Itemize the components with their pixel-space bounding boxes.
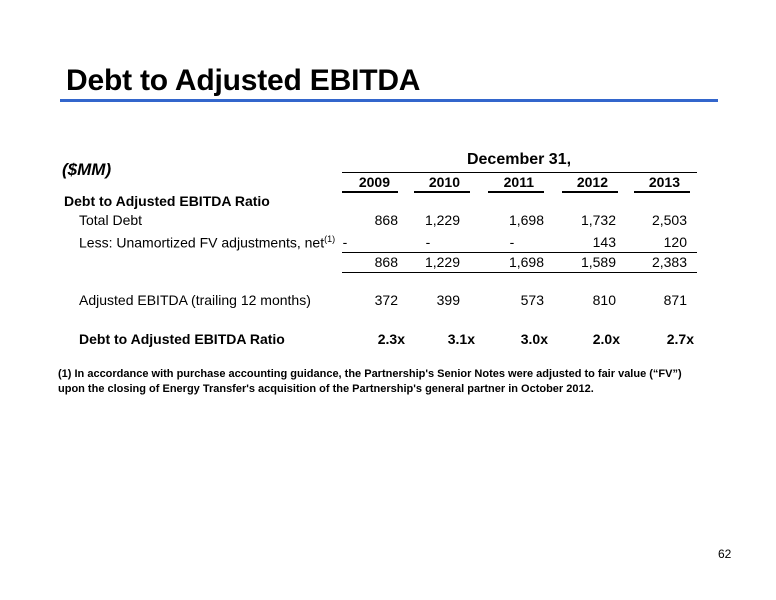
subtotal-2010: 1,229	[424, 254, 460, 270]
total-debt-2009: 868	[374, 212, 398, 228]
year-header-2011: 2011	[503, 174, 534, 190]
total-debt-2012: 1,732	[580, 212, 616, 228]
fv-adjustment-2009: -	[342, 234, 348, 250]
section-header: Debt to Adjusted EBITDA Ratio	[64, 193, 270, 209]
year-rule-2010	[414, 191, 470, 193]
subtotal-2011: 1,698	[508, 254, 544, 270]
ebitda-2009: 372	[374, 292, 398, 308]
page-title: Debt to Adjusted EBITDA	[66, 64, 421, 97]
total-debt-2013: 2,503	[651, 212, 687, 228]
fv-adjustment-2013: 120	[663, 234, 687, 250]
ebitda-2010: 399	[436, 292, 460, 308]
year-rule-2011	[488, 191, 544, 193]
footnote-line-1: (1) In accordance with purchase accounti…	[58, 368, 682, 380]
fv-adjustment-label: Less: Unamortized FV adjustments, net(1)	[79, 234, 335, 251]
title-underline	[60, 99, 718, 102]
total-debt-2011: 1,698	[508, 212, 544, 228]
fv-adjustment-2012: 143	[592, 234, 616, 250]
ratio-2010: 3.1x	[447, 331, 475, 347]
units-label: ($MM)	[62, 160, 112, 179]
ebitda-label: Adjusted EBITDA (trailing 12 months)	[79, 292, 311, 308]
ratio-2011: 3.0x	[520, 331, 548, 347]
ratio-2013: 2.7x	[666, 331, 694, 347]
ebitda-2013: 871	[663, 292, 687, 308]
subtotal-2012: 1,589	[580, 254, 616, 270]
fv-adjustment-2010: -	[425, 234, 431, 250]
period-header: December 31,	[466, 151, 572, 168]
subtotal-2013: 2,383	[651, 254, 687, 270]
year-header-2009: 2009	[358, 174, 390, 190]
subtotal-rule-bottom	[342, 272, 697, 273]
year-header-2010: 2010	[428, 174, 460, 190]
year-rule-2009	[342, 191, 398, 193]
total-debt-2010: 1,229	[424, 212, 460, 228]
ratio-label: Debt to Adjusted EBITDA Ratio	[79, 331, 285, 347]
footnote-ref: (1)	[324, 234, 336, 244]
fv-adjustment-2011: -	[509, 234, 515, 250]
total-debt-label: Total Debt	[79, 212, 143, 228]
ebitda-2012: 810	[592, 292, 616, 308]
footnote: (1) In accordance with purchase accounti…	[58, 367, 682, 397]
footnote-line-2: upon the closing of Energy Transfer's ac…	[58, 383, 594, 395]
subtotal-2009: 868	[374, 254, 398, 270]
ratio-2012: 2.0x	[592, 331, 620, 347]
year-header-2012: 2012	[576, 174, 608, 190]
year-rule-2013	[634, 191, 690, 193]
ebitda-2011: 573	[520, 292, 544, 308]
ratio-2009: 2.3x	[377, 331, 405, 347]
page-number: 62	[718, 547, 732, 561]
subtotal-rule-top	[342, 252, 697, 253]
year-header-2013: 2013	[648, 174, 680, 190]
fv-adjustment-label-text: Less: Unamortized FV adjustments, net	[79, 234, 325, 251]
year-rule-2012	[562, 191, 618, 193]
period-header-rule	[342, 172, 697, 173]
